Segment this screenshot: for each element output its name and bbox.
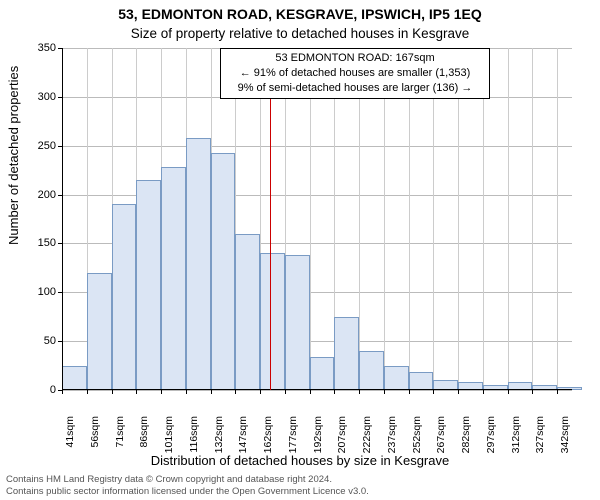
x-tick-mark xyxy=(532,390,533,394)
gridline-vertical xyxy=(483,48,484,390)
footer: Contains HM Land Registry data © Crown c… xyxy=(6,474,594,498)
x-tick-mark xyxy=(260,390,261,394)
x-tick-mark xyxy=(161,390,162,394)
y-tick-label: 0 xyxy=(22,384,56,396)
gridline-vertical xyxy=(532,48,533,390)
chart-container: 53, EDMONTON ROAD, KESGRAVE, IPSWICH, IP… xyxy=(0,0,600,500)
gridline-vertical xyxy=(508,48,509,390)
x-tick-mark xyxy=(235,390,236,394)
histogram-bar xyxy=(359,351,384,390)
x-tick-label: 86sqm xyxy=(138,416,150,456)
histogram-bar xyxy=(112,204,137,390)
histogram-bar xyxy=(136,180,161,390)
histogram-bar xyxy=(62,366,87,390)
y-tick-label: 100 xyxy=(22,286,56,298)
y-tick-label: 150 xyxy=(22,237,56,249)
histogram-bar xyxy=(310,357,335,390)
x-tick-mark xyxy=(186,390,187,394)
x-tick-label: 71sqm xyxy=(114,416,126,456)
x-tick-label: 116sqm xyxy=(188,416,200,456)
x-tick-mark xyxy=(458,390,459,394)
footer-line-2: Contains public sector information licen… xyxy=(6,486,594,498)
annotation-box: 53 EDMONTON ROAD: 167sqm ← 91% of detach… xyxy=(220,48,490,99)
x-tick-label: 132sqm xyxy=(213,416,225,456)
gridline-horizontal xyxy=(62,146,572,147)
reference-line xyxy=(270,48,272,390)
x-tick-mark xyxy=(112,390,113,394)
x-tick-label: 56sqm xyxy=(89,416,101,456)
gridline-vertical xyxy=(409,48,410,390)
gridline-vertical xyxy=(557,48,558,390)
histogram-bar xyxy=(211,153,236,390)
annotation-line-1: 53 EDMONTON ROAD: 167sqm xyxy=(225,51,485,66)
x-tick-label: 252sqm xyxy=(411,416,423,456)
gridline-vertical xyxy=(384,48,385,390)
y-axis-label: Number of detached properties xyxy=(6,66,21,245)
x-tick-mark xyxy=(384,390,385,394)
x-tick-label: 267sqm xyxy=(435,416,447,456)
gridline-horizontal xyxy=(62,390,572,391)
x-tick-label: 162sqm xyxy=(262,416,274,456)
x-tick-label: 177sqm xyxy=(287,416,299,456)
x-tick-mark xyxy=(359,390,360,394)
chart-title: 53, EDMONTON ROAD, KESGRAVE, IPSWICH, IP… xyxy=(0,6,600,22)
histogram-bar xyxy=(384,366,409,390)
x-tick-mark xyxy=(136,390,137,394)
annotation-line-3: 9% of semi-detached houses are larger (1… xyxy=(225,81,485,96)
histogram-bar xyxy=(285,255,310,390)
histogram-bar xyxy=(260,253,285,390)
histogram-bar xyxy=(87,273,112,390)
plot-area: 05010015020025030035041sqm56sqm71sqm86sq… xyxy=(62,48,572,390)
x-tick-mark xyxy=(508,390,509,394)
annotation-line-2: ← 91% of detached houses are smaller (1,… xyxy=(225,66,485,81)
x-axis-label: Distribution of detached houses by size … xyxy=(0,453,600,468)
x-tick-mark xyxy=(334,390,335,394)
y-tick-label: 200 xyxy=(22,189,56,201)
histogram-bar xyxy=(334,317,359,390)
histogram-bar xyxy=(409,372,434,390)
x-tick-label: 237sqm xyxy=(386,416,398,456)
chart-subtitle: Size of property relative to detached ho… xyxy=(0,26,600,41)
x-tick-mark xyxy=(211,390,212,394)
y-tick-label: 250 xyxy=(22,140,56,152)
x-tick-label: 192sqm xyxy=(312,416,324,456)
x-tick-label: 207sqm xyxy=(336,416,348,456)
x-axis xyxy=(62,389,572,390)
x-tick-label: 327sqm xyxy=(534,416,546,456)
histogram-bar xyxy=(186,138,211,390)
x-tick-label: 312sqm xyxy=(510,416,522,456)
x-tick-label: 147sqm xyxy=(237,416,249,456)
y-tick-label: 50 xyxy=(22,335,56,347)
gridline-vertical xyxy=(433,48,434,390)
x-tick-mark xyxy=(433,390,434,394)
x-tick-mark xyxy=(409,390,410,394)
x-tick-mark xyxy=(285,390,286,394)
x-tick-label: 342sqm xyxy=(559,416,571,456)
x-tick-label: 101sqm xyxy=(163,416,175,456)
footer-line-1: Contains HM Land Registry data © Crown c… xyxy=(6,474,594,486)
gridline-vertical xyxy=(458,48,459,390)
x-tick-mark xyxy=(62,390,63,394)
x-tick-label: 297sqm xyxy=(485,416,497,456)
gridline-vertical xyxy=(310,48,311,390)
y-tick-label: 300 xyxy=(22,91,56,103)
x-tick-mark xyxy=(557,390,558,394)
x-tick-mark xyxy=(310,390,311,394)
gridline-vertical xyxy=(359,48,360,390)
x-tick-label: 41sqm xyxy=(64,416,76,456)
histogram-bar xyxy=(235,234,260,390)
x-tick-mark xyxy=(483,390,484,394)
y-tick-label: 350 xyxy=(22,42,56,54)
histogram-bar xyxy=(161,167,186,390)
x-tick-label: 282sqm xyxy=(460,416,472,456)
x-tick-label: 222sqm xyxy=(361,416,373,456)
y-axis xyxy=(62,48,63,390)
x-tick-mark xyxy=(87,390,88,394)
